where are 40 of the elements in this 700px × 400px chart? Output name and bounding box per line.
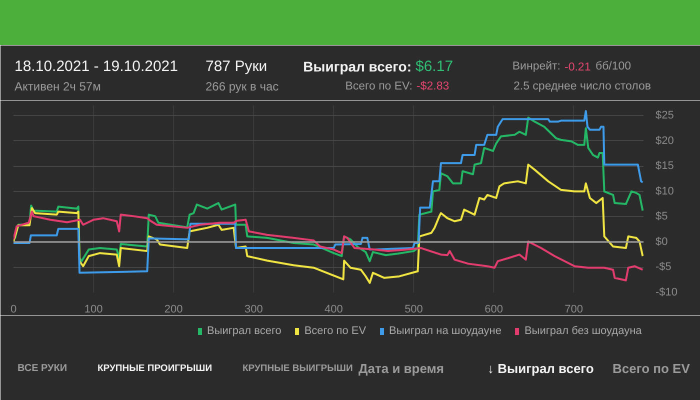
text: 787 Руки [206,58,268,75]
legend-label: Выиграл на шоудауне [389,325,502,337]
legend-label: Всего по EV [304,325,366,337]
y-tick-label: $0 [656,236,668,248]
text: Винрейт: [512,60,560,72]
text: КРУПНЫЕ ПРОИГРЫШИ [98,363,212,374]
text: бб/100 [596,60,632,72]
line-series [14,210,644,282]
text: ↓ Выиграл всего [488,361,594,376]
text: 2.5 среднее число столов [514,80,651,92]
text: Всего по EV [612,361,690,376]
text: Активен 2ч 57м [14,80,101,94]
x-tick-label: 400 [324,304,343,316]
x-tick-label: 300 [244,304,263,316]
text: ВСЕ РУКИ [18,363,68,374]
text: 266 рук в час [206,80,279,94]
y-tick-label: $20 [656,134,674,147]
text: -0.21 [564,62,591,74]
x-tick-label: 500 [404,304,423,316]
x-tick-label: 700 [564,304,584,316]
y-tick-label: $15 [656,160,674,172]
text: $6.17 [416,58,454,75]
text: -$2.83 [416,80,450,92]
x-tick-label: 600 [484,304,503,316]
y-tick-label: $25 [656,110,674,122]
legend-label: Выиграл всего [207,325,282,337]
y-tick-label: $5 [656,210,668,223]
line-series [14,164,644,284]
x-tick-label: 0 [10,304,17,316]
x-tick-label: 100 [84,304,103,316]
y-tick-label: -$10 [656,286,678,298]
legend-label: Выиграл без шоудауна [524,325,642,337]
x-tick-label: 200 [164,304,183,316]
text: Дата и время [358,361,444,376]
text: Всего по EV: [345,80,413,92]
text: КРУПНЫЕ ВЫИГРЫШИ [242,363,353,374]
y-tick-label: -$5 [656,261,672,274]
text: Выиграл всего: [303,58,412,74]
text: 18.10.2021 - 19.10.2021 [14,58,178,75]
y-tick-label: $10 [656,185,674,198]
